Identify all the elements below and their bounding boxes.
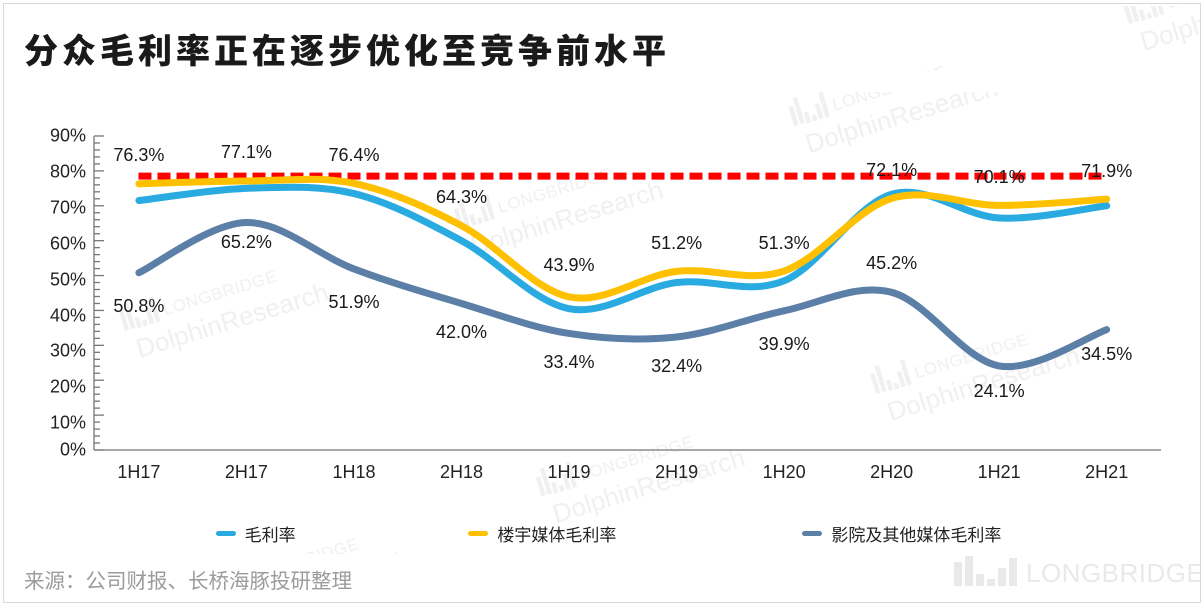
svg-text:LONGBRIDGE: LONGBRIDGE (1026, 558, 1201, 588)
